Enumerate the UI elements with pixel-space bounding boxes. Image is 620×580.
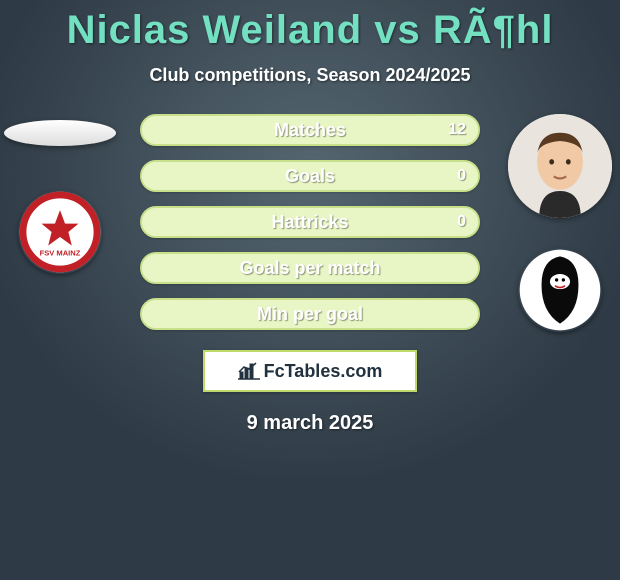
stat-value-right: 0 (457, 167, 466, 185)
bar-chart-icon (238, 362, 260, 380)
stat-value-right: 12 (448, 121, 466, 139)
player-left-avatar (4, 120, 116, 146)
stat-bars: Matches 12 Goals 0 Hattricks 0 Goals per match… (140, 114, 480, 330)
stat-bar: Goals per match (140, 252, 480, 284)
brand-badge[interactable]: FcTables.com (203, 350, 417, 392)
brand-text: FcTables.com (264, 361, 383, 382)
stat-label: Hattricks (271, 212, 348, 233)
player-left-column: FSV MAINZ (0, 114, 120, 274)
page-title: Niclas Weiland vs RÃ¶hl (0, 0, 620, 53)
stat-bar: Min per goal (140, 298, 480, 330)
player-right-column (500, 114, 620, 332)
stat-label: Goals per match (239, 258, 380, 279)
page-subtitle: Club competitions, Season 2024/2025 (0, 65, 620, 86)
stat-bar: Hattricks 0 (140, 206, 480, 238)
stat-value-right: 0 (457, 213, 466, 231)
stat-label: Matches (274, 120, 346, 141)
club-crest-left: FSV MAINZ (18, 190, 102, 274)
svg-text:FSV MAINZ: FSV MAINZ (40, 249, 81, 258)
stat-label: Goals (285, 166, 335, 187)
player-right-avatar (508, 114, 612, 218)
stat-bar: Goals 0 (140, 160, 480, 192)
club-crest-right (518, 248, 602, 332)
stat-label: Min per goal (257, 304, 363, 325)
date-label: 9 march 2025 (0, 412, 620, 435)
comparison-area: FSV MAINZ (0, 114, 620, 330)
stat-bar: Matches 12 (140, 114, 480, 146)
